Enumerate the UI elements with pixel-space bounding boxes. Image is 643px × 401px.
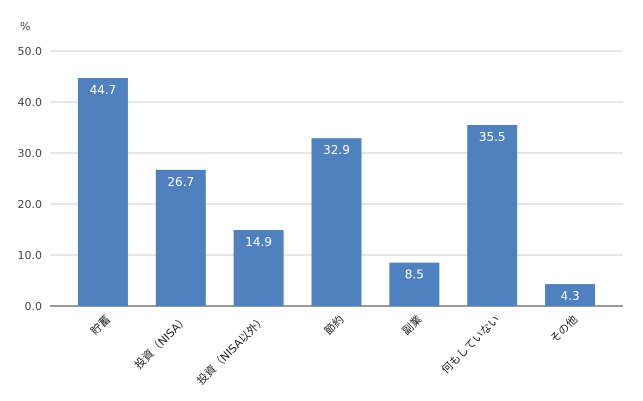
value-label: 32.9 (323, 143, 350, 157)
x-tick-label: 副業 (400, 313, 425, 338)
bar (233, 230, 284, 306)
value-label: 44.7 (90, 83, 117, 97)
value-label: 14.9 (245, 235, 272, 249)
bar (389, 262, 440, 306)
bar (155, 169, 206, 306)
y-tick-label: 40.0 (18, 96, 43, 109)
bar (545, 284, 596, 306)
value-label: 26.7 (167, 175, 194, 189)
value-label: 35.5 (479, 130, 506, 144)
y-tick-label: 10.0 (18, 249, 43, 262)
x-tick-label: 貯蓄 (88, 313, 113, 338)
x-tick-label: 節約 (321, 312, 346, 337)
y-tick-label: 50.0 (18, 45, 43, 58)
x-tick-label: その他 (548, 313, 581, 346)
y-axis-unit-label: % (20, 20, 30, 33)
y-tick-label: 20.0 (18, 198, 43, 211)
value-label: 8.5 (405, 268, 424, 282)
bar (311, 138, 362, 306)
bar (467, 124, 518, 306)
x-tick-label: 投資（NISA） (131, 312, 191, 372)
value-label: 4.3 (561, 289, 580, 303)
x-tick-label: 何もしていない (439, 313, 502, 376)
x-tick-label: 投資（NISA以外） (194, 312, 269, 387)
y-tick-label: 30.0 (18, 147, 43, 160)
bar (77, 78, 128, 306)
y-tick-label: 0.0 (25, 300, 43, 313)
